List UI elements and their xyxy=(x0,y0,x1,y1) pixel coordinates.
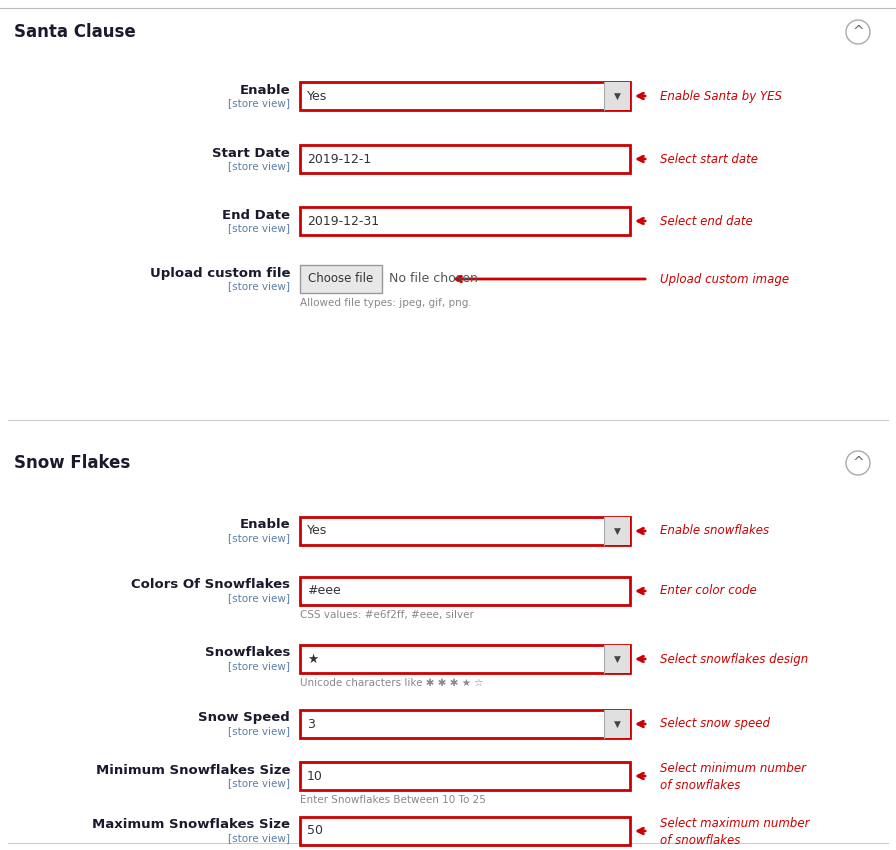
Text: Snow Speed: Snow Speed xyxy=(198,711,290,724)
Bar xyxy=(300,710,630,738)
Bar xyxy=(604,517,630,545)
Text: Select snowflakes design: Select snowflakes design xyxy=(660,653,808,666)
Text: Select start date: Select start date xyxy=(660,152,758,166)
Text: Upload custom file: Upload custom file xyxy=(150,267,290,280)
Text: [store view]: [store view] xyxy=(228,98,290,108)
Text: ▼: ▼ xyxy=(614,526,620,536)
Text: CSS values: #e6f2ff, #eee, silver: CSS values: #e6f2ff, #eee, silver xyxy=(300,610,474,620)
Text: Select maximum number: Select maximum number xyxy=(660,817,809,830)
Text: [store view]: [store view] xyxy=(228,533,290,543)
Text: ▼: ▼ xyxy=(614,92,620,100)
Text: #eee: #eee xyxy=(307,585,340,598)
Text: Yes: Yes xyxy=(307,89,327,103)
Text: [store view]: [store view] xyxy=(228,161,290,171)
Text: Enter color code: Enter color code xyxy=(660,585,757,598)
Text: Enable snowflakes: Enable snowflakes xyxy=(660,524,769,537)
Text: Select snow speed: Select snow speed xyxy=(660,717,770,730)
Bar xyxy=(300,145,630,173)
Bar xyxy=(300,265,382,293)
Text: Enter Snowflakes Between 10 To 25: Enter Snowflakes Between 10 To 25 xyxy=(300,795,486,805)
Text: ★: ★ xyxy=(307,653,318,666)
Bar xyxy=(300,645,630,673)
Text: Snow Flakes: Snow Flakes xyxy=(14,454,130,472)
Text: Start Date: Start Date xyxy=(212,146,290,160)
Text: Upload custom image: Upload custom image xyxy=(660,273,789,286)
Text: ▼: ▼ xyxy=(614,654,620,664)
Text: 10: 10 xyxy=(307,769,323,783)
Text: ^: ^ xyxy=(852,456,864,470)
Text: Minimum Snowflakes Size: Minimum Snowflakes Size xyxy=(96,763,290,777)
Text: ▼: ▼ xyxy=(614,719,620,728)
Bar xyxy=(300,517,630,545)
Text: Santa Clause: Santa Clause xyxy=(14,23,136,41)
Text: No file chosen: No file chosen xyxy=(389,273,478,286)
Text: Allowed file types: jpeg, gif, png.: Allowed file types: jpeg, gif, png. xyxy=(300,298,472,308)
Text: Enable: Enable xyxy=(239,83,290,97)
Bar xyxy=(300,762,630,790)
Text: Enable Santa by YES: Enable Santa by YES xyxy=(660,89,782,103)
Bar xyxy=(300,82,630,110)
Text: Maximum Snowflakes Size: Maximum Snowflakes Size xyxy=(92,819,290,831)
Text: Unicode characters like ✱ ✱ ✱ ★ ☆: Unicode characters like ✱ ✱ ✱ ★ ☆ xyxy=(300,678,484,688)
Text: [store view]: [store view] xyxy=(228,281,290,291)
Text: [store view]: [store view] xyxy=(228,833,290,843)
Text: of snowflakes: of snowflakes xyxy=(660,834,740,847)
Text: ^: ^ xyxy=(852,25,864,39)
Text: Select minimum number: Select minimum number xyxy=(660,762,806,775)
Text: Enable: Enable xyxy=(239,518,290,531)
Text: 50: 50 xyxy=(307,824,323,837)
Text: Colors Of Snowflakes: Colors Of Snowflakes xyxy=(131,579,290,592)
Text: [store view]: [store view] xyxy=(228,223,290,233)
Text: [store view]: [store view] xyxy=(228,661,290,671)
Text: [store view]: [store view] xyxy=(228,593,290,603)
Text: of snowflakes: of snowflakes xyxy=(660,779,740,792)
Text: [store view]: [store view] xyxy=(228,778,290,788)
Text: End Date: End Date xyxy=(222,208,290,222)
Text: 2019-12-31: 2019-12-31 xyxy=(307,214,379,228)
Bar xyxy=(604,645,630,673)
Bar xyxy=(604,82,630,110)
Text: 2019-12-1: 2019-12-1 xyxy=(307,152,371,166)
Text: Select end date: Select end date xyxy=(660,214,753,228)
Text: Yes: Yes xyxy=(307,524,327,537)
Text: Choose file: Choose file xyxy=(308,273,374,286)
Text: [store view]: [store view] xyxy=(228,726,290,736)
Bar xyxy=(300,817,630,845)
Bar xyxy=(604,710,630,738)
Text: Snowflakes: Snowflakes xyxy=(204,647,290,660)
Text: 3: 3 xyxy=(307,717,314,730)
Bar xyxy=(300,577,630,605)
Bar xyxy=(300,207,630,235)
